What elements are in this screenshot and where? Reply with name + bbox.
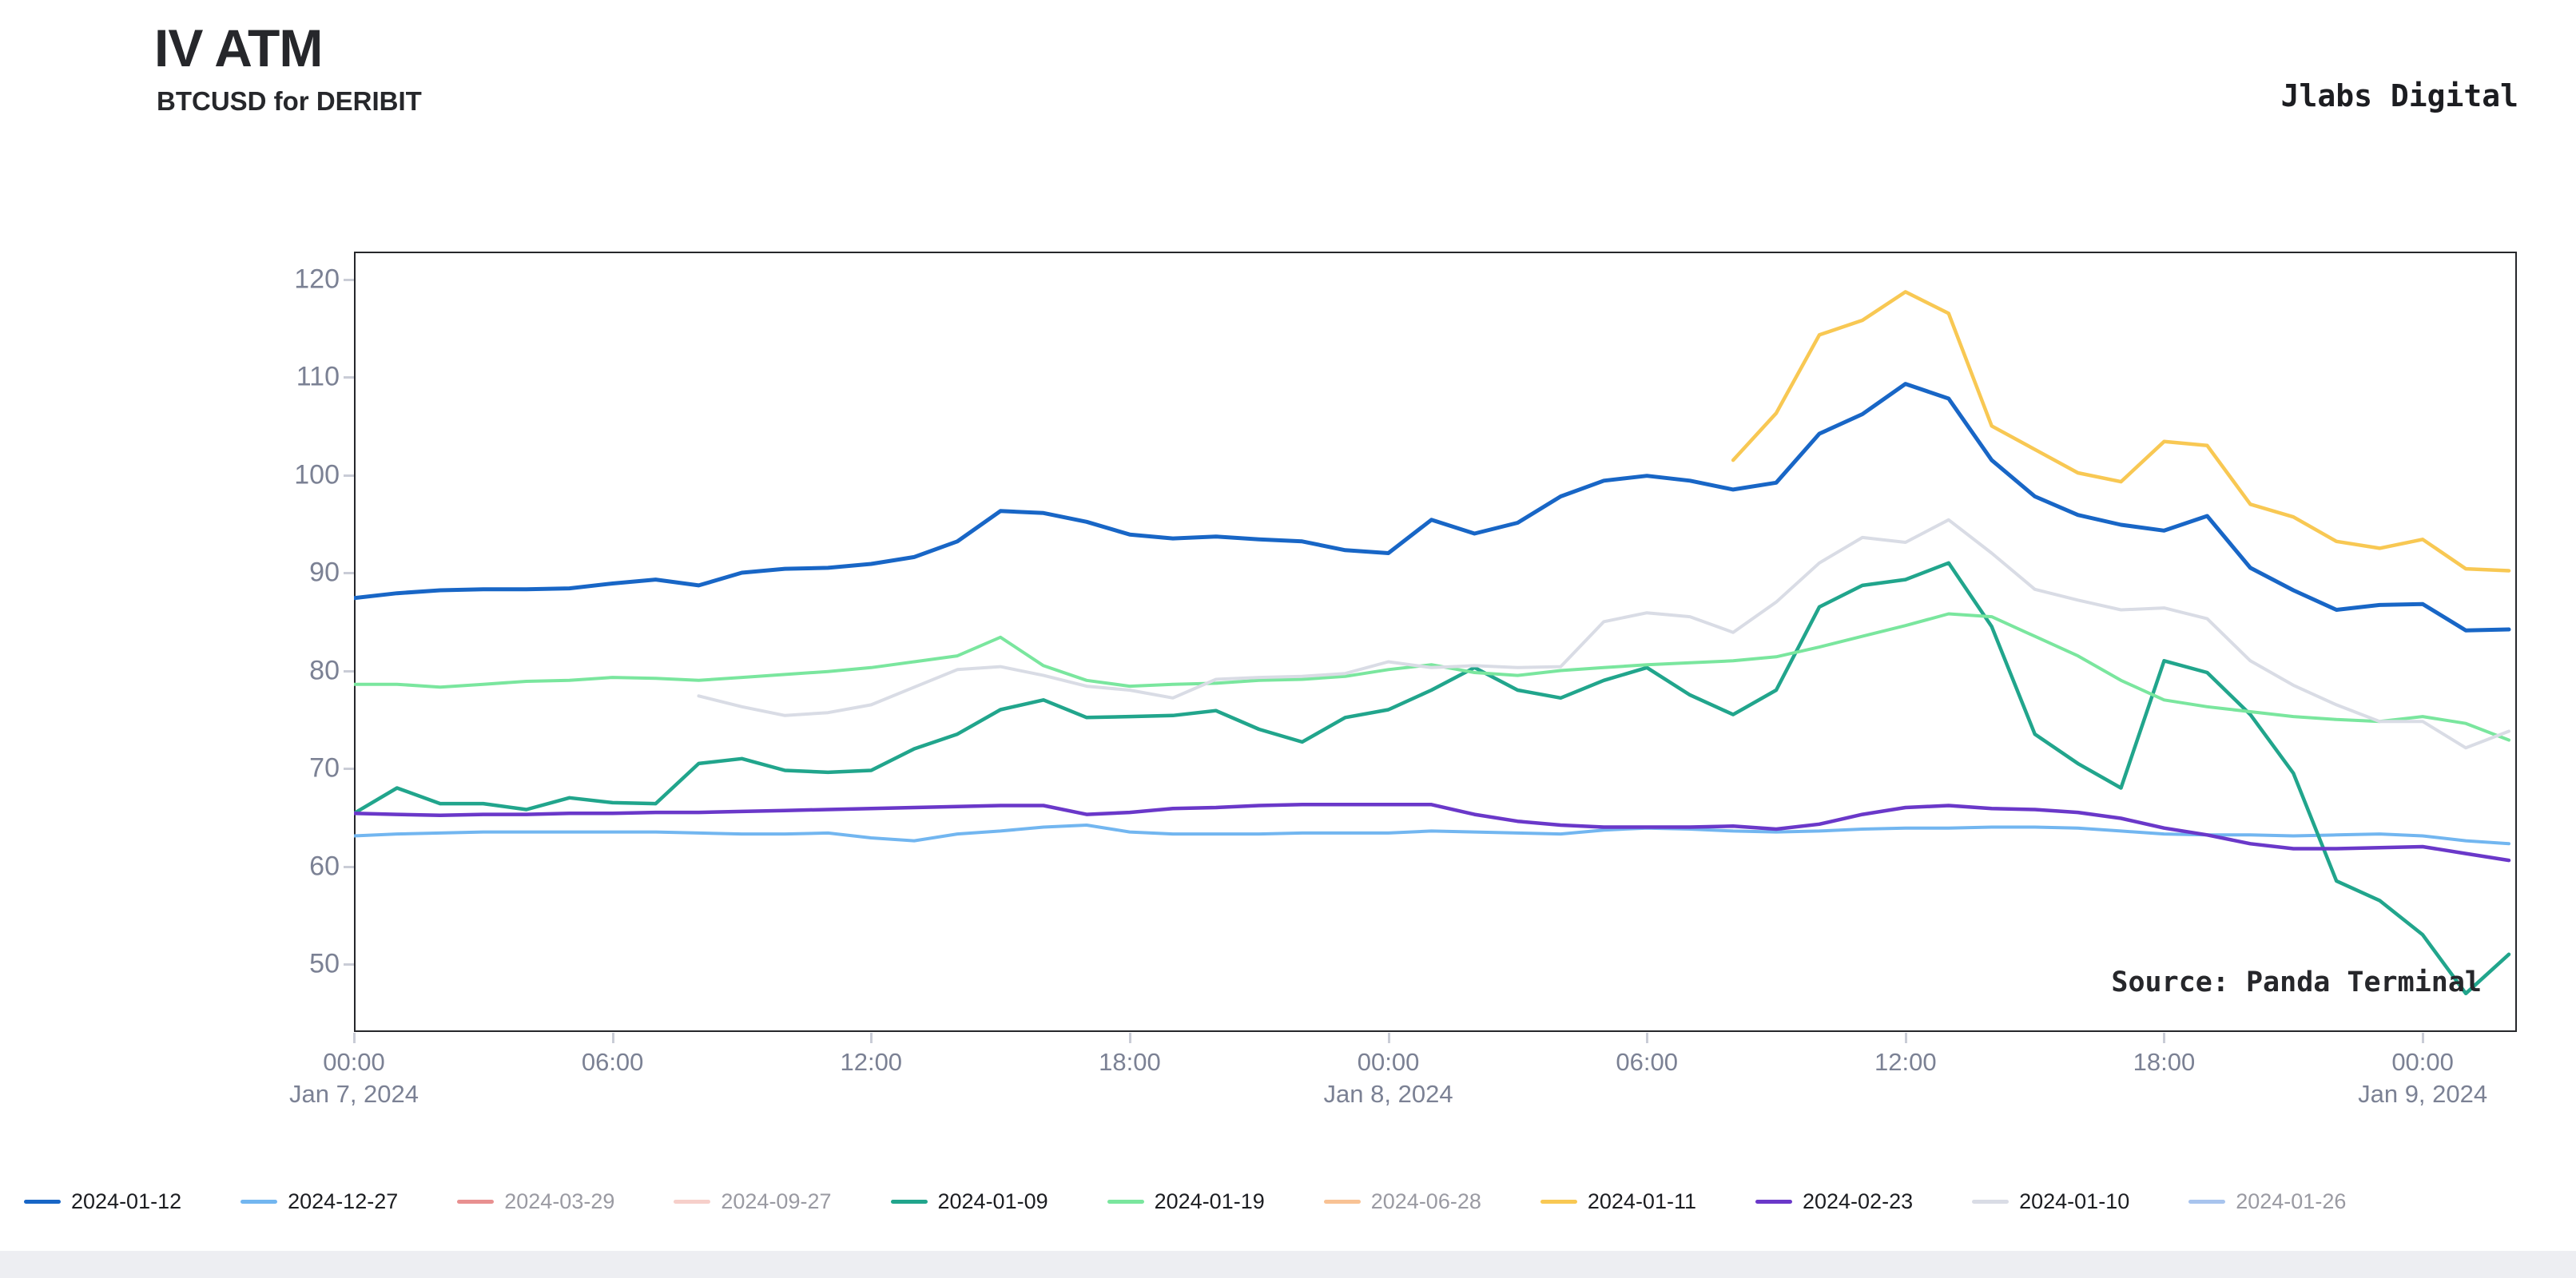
x-axis-date-label: Jan 9, 2024 xyxy=(2358,1080,2488,1108)
x-axis-tick-label: 00:00 xyxy=(2391,1048,2454,1076)
x-axis-tick-mark xyxy=(1128,1033,1131,1043)
y-axis-tick-mark xyxy=(344,963,354,966)
legend-swatch-icon xyxy=(24,1199,61,1204)
x-axis-tick-label: 00:00 xyxy=(1357,1048,1420,1076)
legend-label: 2024-06-28 xyxy=(1370,1189,1481,1213)
x-axis-tick-mark xyxy=(2422,1033,2425,1043)
y-axis-tick-mark xyxy=(344,768,354,770)
legend-item-2024-01-10[interactable]: 2024-01-10 xyxy=(1972,1185,2129,1217)
legend-label: 2024-03-29 xyxy=(504,1189,615,1213)
legend: 2024-01-12 2024-12-27 2024-03-29 2024-09-27… xyxy=(24,1185,2541,1227)
legend-swatch-icon xyxy=(1755,1199,1792,1204)
y-axis-tick-mark xyxy=(344,572,354,574)
y-axis-tick-label: 60 xyxy=(309,851,340,881)
series-line-2024-01-19 xyxy=(354,612,2510,742)
legend-item-2024-01-11[interactable]: 2024-01-11 xyxy=(1540,1185,1696,1217)
legend-label: 2024-01-10 xyxy=(2019,1189,2130,1213)
y-axis-tick-label: 90 xyxy=(309,557,340,588)
legend-swatch-icon xyxy=(1540,1199,1577,1204)
x-axis-date-label: Jan 7, 2024 xyxy=(288,1080,419,1108)
legend-item-2024-09-27[interactable]: 2024-09-27 xyxy=(674,1185,832,1217)
y-axis-tick-mark xyxy=(344,669,354,673)
chart-subtitle: BTCUSD for DERIBIT xyxy=(157,86,422,116)
legend-swatch-icon xyxy=(241,1199,278,1204)
x-axis-tick-mark xyxy=(611,1033,614,1043)
series-line-2024-12-27 xyxy=(354,824,2510,846)
legend-label: 2024-12-27 xyxy=(288,1189,399,1213)
legend-label: 2024-01-26 xyxy=(2236,1189,2347,1213)
x-axis-tick-label: 00:00 xyxy=(323,1048,385,1076)
y-axis-tick-mark xyxy=(344,278,354,281)
legend-item-2024-01-26[interactable]: 2024-01-26 xyxy=(2188,1185,2346,1217)
brand-watermark: Jlabs Digital xyxy=(2280,78,2518,113)
series-line-2024-01-11 xyxy=(1731,290,2511,573)
page-title: IV ATM xyxy=(154,18,323,77)
legend-label: 2024-01-19 xyxy=(1154,1189,1265,1213)
x-axis-tick-mark xyxy=(1646,1033,1649,1043)
y-axis-tick-mark xyxy=(344,376,354,379)
x-axis-tick-label: 18:00 xyxy=(2133,1048,2196,1076)
x-axis-tick-mark xyxy=(870,1033,873,1043)
legend-item-2024-03-29[interactable]: 2024-03-29 xyxy=(457,1185,614,1217)
y-axis-tick-label: 70 xyxy=(309,752,340,784)
legend-item-2024-01-12[interactable]: 2024-01-12 xyxy=(24,1185,181,1217)
series-line-2024-01-12 xyxy=(354,382,2511,633)
x-axis-tick-mark xyxy=(353,1033,356,1043)
y-axis-tick-mark xyxy=(344,474,354,477)
y-axis-tick-label: 50 xyxy=(309,948,340,979)
x-axis-tick-mark xyxy=(2163,1033,2166,1043)
legend-swatch-icon xyxy=(1323,1199,1361,1204)
legend-label: 2024-01-09 xyxy=(937,1189,1048,1213)
legend-swatch-icon xyxy=(1107,1199,1144,1204)
plot-border xyxy=(354,252,2517,1032)
legend-swatch-icon xyxy=(457,1199,495,1204)
x-axis-tick-label: 06:00 xyxy=(1616,1048,1678,1076)
legend-label: 2024-01-12 xyxy=(71,1189,182,1213)
legend-swatch-icon xyxy=(1972,1199,2010,1204)
y-axis-tick-label: 80 xyxy=(309,655,340,685)
x-axis-tick-label: 12:00 xyxy=(840,1048,903,1076)
source-note: Source: Panda Terminal xyxy=(2111,966,2482,998)
x-axis-tick-mark xyxy=(1904,1033,1907,1043)
x-axis-date-label: Jan 8, 2024 xyxy=(1323,1080,1453,1108)
footer-band xyxy=(0,1251,2576,1278)
x-axis-tick-label: 18:00 xyxy=(1099,1048,1161,1076)
legend-item-2024-01-09[interactable]: 2024-01-09 xyxy=(890,1185,1048,1217)
legend-label: 2024-02-23 xyxy=(1802,1189,1914,1213)
legend-item-2024-06-28[interactable]: 2024-06-28 xyxy=(1323,1185,1481,1217)
y-axis-tick-label: 120 xyxy=(294,264,340,294)
legend-item-2024-01-19[interactable]: 2024-01-19 xyxy=(1107,1185,1265,1217)
series-line-2024-02-23 xyxy=(354,803,2511,863)
legend-item-2024-02-23[interactable]: 2024-02-23 xyxy=(1755,1185,1913,1217)
chart-canvas[interactable] xyxy=(354,252,2517,1032)
legend-swatch-icon xyxy=(674,1199,711,1204)
legend-swatch-icon xyxy=(890,1199,928,1204)
series-line-2024-01-09 xyxy=(354,561,2511,996)
y-axis-tick-label: 110 xyxy=(296,361,340,392)
x-axis-tick-label: 12:00 xyxy=(1874,1048,1937,1076)
legend-label: 2024-09-27 xyxy=(721,1189,832,1213)
legend-swatch-icon xyxy=(2188,1199,2226,1204)
legend-item-2024-12-27[interactable]: 2024-12-27 xyxy=(241,1185,398,1217)
series-line-2024-01-10 xyxy=(697,518,2510,750)
y-axis-tick-label: 100 xyxy=(294,459,340,490)
y-axis-tick-mark xyxy=(344,865,354,868)
x-axis-tick-mark xyxy=(1387,1033,1390,1043)
legend-label: 2024-01-11 xyxy=(1587,1189,1696,1213)
x-axis-tick-label: 06:00 xyxy=(581,1048,644,1076)
